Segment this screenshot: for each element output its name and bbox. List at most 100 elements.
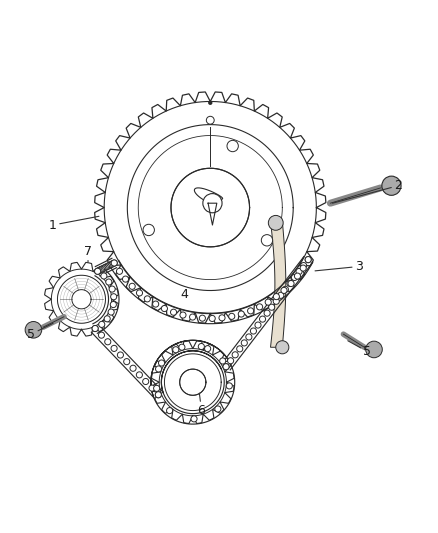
Circle shape (97, 94, 324, 321)
Circle shape (219, 315, 225, 321)
Text: 5: 5 (27, 323, 53, 341)
Circle shape (99, 332, 105, 338)
Circle shape (190, 314, 196, 320)
Text: 4: 4 (180, 288, 188, 301)
Circle shape (105, 338, 111, 345)
Circle shape (278, 292, 284, 298)
Circle shape (111, 294, 117, 300)
Circle shape (208, 101, 212, 105)
Circle shape (136, 290, 142, 296)
Circle shape (123, 276, 129, 282)
Circle shape (268, 215, 283, 230)
Circle shape (191, 416, 197, 422)
Text: 7: 7 (84, 245, 92, 262)
Circle shape (229, 313, 235, 319)
Circle shape (101, 273, 107, 279)
Circle shape (166, 408, 173, 414)
Circle shape (101, 265, 107, 271)
Circle shape (305, 256, 311, 263)
Circle shape (130, 365, 136, 372)
Circle shape (199, 315, 205, 321)
Polygon shape (201, 183, 223, 231)
Circle shape (103, 264, 110, 270)
Circle shape (173, 346, 179, 353)
Circle shape (161, 305, 167, 312)
Text: 2: 2 (332, 179, 402, 203)
Circle shape (117, 268, 123, 274)
Circle shape (281, 287, 287, 294)
Circle shape (226, 383, 232, 389)
Circle shape (99, 321, 105, 327)
Circle shape (300, 265, 306, 271)
Circle shape (151, 341, 234, 424)
Circle shape (288, 280, 294, 287)
Circle shape (206, 116, 214, 124)
Circle shape (246, 334, 252, 340)
Circle shape (99, 266, 105, 272)
Circle shape (110, 261, 116, 266)
Circle shape (215, 406, 221, 412)
Circle shape (273, 298, 279, 304)
Circle shape (170, 309, 177, 315)
Circle shape (382, 176, 401, 195)
Circle shape (129, 283, 135, 289)
Circle shape (95, 268, 101, 274)
Text: 1: 1 (49, 216, 99, 231)
Circle shape (155, 392, 161, 398)
Circle shape (149, 385, 155, 391)
Circle shape (111, 260, 117, 266)
Text: 6: 6 (198, 393, 205, 417)
Circle shape (92, 326, 98, 332)
Circle shape (144, 296, 150, 302)
Circle shape (180, 312, 186, 318)
Circle shape (223, 364, 229, 370)
Circle shape (366, 341, 382, 358)
Circle shape (155, 366, 162, 372)
Circle shape (155, 392, 161, 398)
Circle shape (291, 274, 297, 280)
Polygon shape (271, 221, 286, 348)
Circle shape (255, 322, 261, 328)
Circle shape (111, 260, 117, 266)
Circle shape (143, 224, 155, 236)
Circle shape (106, 279, 112, 285)
Circle shape (273, 294, 279, 300)
Circle shape (111, 345, 117, 351)
Circle shape (179, 344, 185, 350)
Circle shape (104, 316, 110, 322)
Circle shape (238, 311, 244, 317)
Circle shape (259, 316, 265, 322)
Circle shape (219, 358, 226, 364)
Text: 3: 3 (315, 260, 363, 273)
Circle shape (247, 308, 254, 314)
Circle shape (109, 286, 115, 292)
Circle shape (241, 340, 247, 346)
Circle shape (117, 352, 124, 358)
Circle shape (95, 268, 101, 274)
Circle shape (198, 343, 205, 350)
Circle shape (154, 385, 160, 391)
Circle shape (136, 372, 142, 378)
Circle shape (296, 269, 302, 274)
Circle shape (268, 304, 275, 310)
Circle shape (287, 280, 293, 286)
Circle shape (107, 262, 113, 268)
Circle shape (152, 301, 159, 307)
Circle shape (228, 358, 233, 364)
Circle shape (305, 256, 311, 263)
Circle shape (102, 264, 108, 271)
Circle shape (100, 265, 106, 272)
Circle shape (209, 316, 215, 321)
Circle shape (96, 268, 102, 273)
Circle shape (110, 302, 117, 308)
Circle shape (92, 326, 98, 332)
Circle shape (109, 261, 115, 268)
Circle shape (276, 341, 289, 354)
Circle shape (237, 346, 243, 352)
Circle shape (105, 263, 111, 269)
Circle shape (251, 328, 257, 334)
Circle shape (25, 321, 42, 338)
Circle shape (143, 378, 149, 384)
Circle shape (261, 235, 273, 246)
Circle shape (294, 273, 300, 279)
